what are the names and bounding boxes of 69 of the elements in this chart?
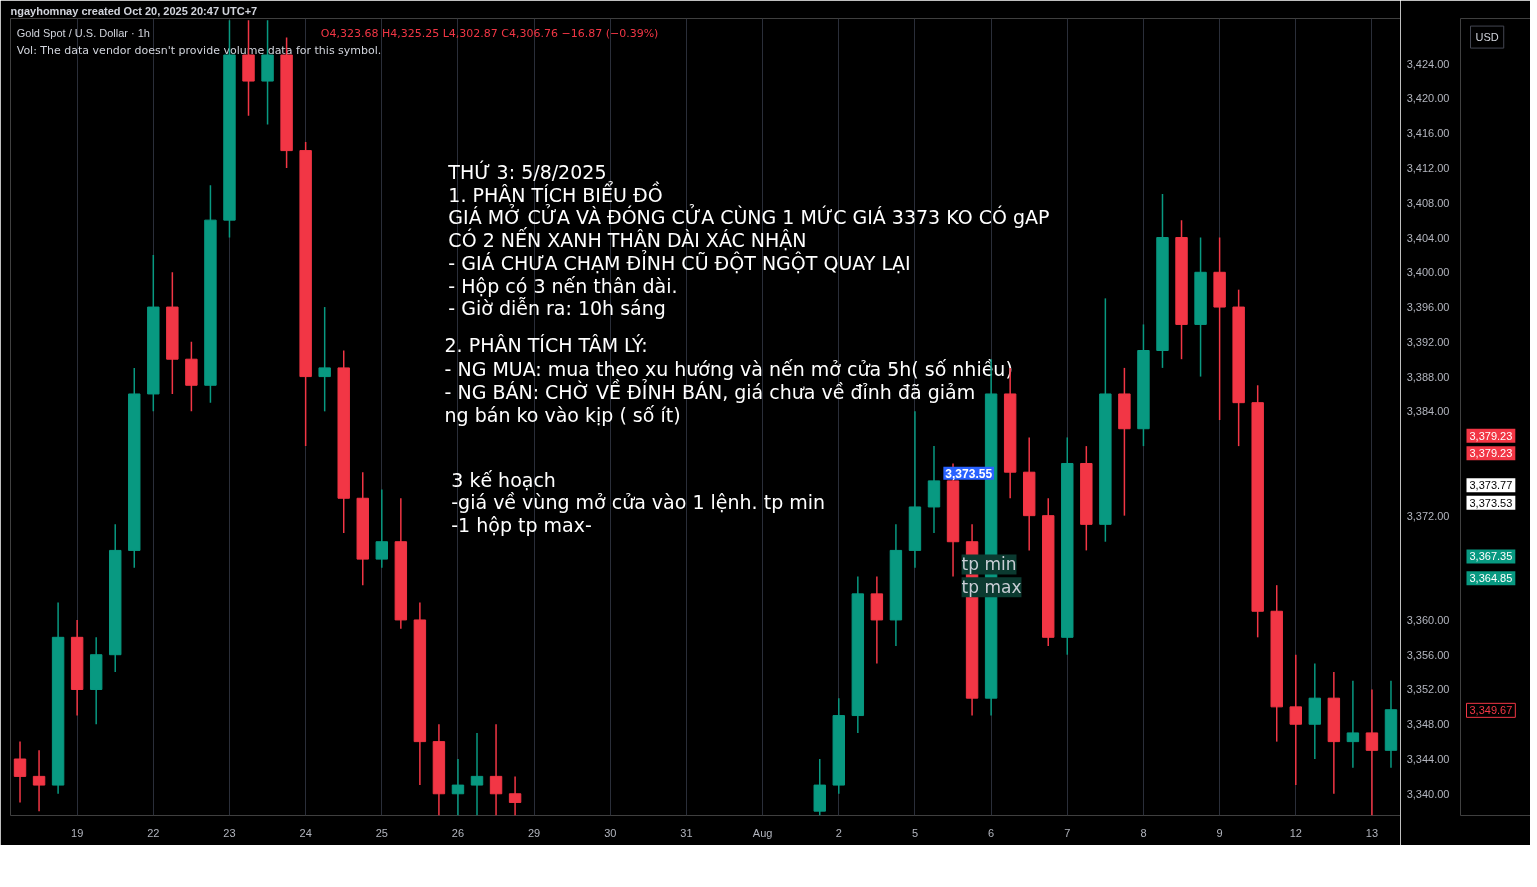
candlestick [470, 732, 484, 816]
y-tick-label: 3,396.00 [1406, 301, 1450, 314]
y-tick-label: 3,408.00 [1406, 196, 1450, 209]
y-tick-label: 3,400.00 [1406, 266, 1450, 279]
annotation: tp min [961, 554, 1017, 575]
y-tick-label: 3,420.00 [1406, 92, 1450, 105]
annotation: O4,323.68 H4,325.25 L4,302.87 C4,306.76 −16.87 (−0.39%) [320, 26, 659, 40]
y-tick-label: 3,356.00 [1406, 648, 1450, 661]
x-tick-label: 30 [604, 826, 617, 839]
candlestick [375, 488, 389, 569]
candlestick [13, 740, 27, 804]
y-tick-label: 3,392.00 [1406, 335, 1450, 348]
x-tick-label: 9 [1216, 826, 1223, 839]
y-tick-label: 3,344.00 [1406, 753, 1450, 766]
y-tick-label: 3,372.00 [1406, 509, 1450, 522]
x-tick-label: Aug [752, 826, 773, 839]
y-tick-label: 3,412.00 [1406, 161, 1450, 174]
y-tick-label: 3,384.00 [1406, 405, 1450, 418]
annotation: 3 kế hoạch [451, 468, 556, 491]
y-tick-label: 3,388.00 [1406, 370, 1450, 383]
candlestick [1346, 680, 1360, 769]
y-tick-label: 3,340.00 [1406, 787, 1450, 800]
x-tick-label: 19 [71, 826, 84, 839]
x-tick-label: 6 [988, 826, 995, 839]
annotation: - Hộp có 3 nến thân dài. [448, 274, 678, 297]
y-tick-label: 3,404.00 [1406, 231, 1450, 244]
text: USD [1475, 31, 1499, 44]
x-tick-label: 23 [223, 826, 236, 839]
x-tick-label: 22 [147, 826, 160, 839]
candlestick [508, 775, 522, 816]
text: 3,367.35 [1469, 550, 1513, 563]
annotation: 2. PHÂN TÍCH TÂM LÝ: [444, 334, 648, 357]
x-tick-label: 31 [680, 826, 693, 839]
candlestick [32, 749, 46, 812]
x-tick-label: 8 [1140, 826, 1147, 839]
x-tick-label: 26 [451, 826, 465, 839]
y-tick-label: 3,424.00 [1406, 57, 1450, 70]
x-tick-label: 12 [1289, 826, 1302, 839]
x-tick-label: 29 [528, 826, 541, 839]
annotation: -giá về vùng mở cửa vào 1 lệnh. tp min [451, 491, 826, 514]
text: 3,379.23 [1469, 429, 1513, 442]
candlestick [1289, 653, 1302, 786]
text: 3,373.77 [1469, 479, 1513, 492]
candlestick [451, 758, 465, 816]
text: Gold Spot / U.S. Dollar · 1h [16, 26, 150, 39]
annotation: - Giờ diễn ra: 10h sáng [448, 297, 666, 320]
y-tick-label: 3,360.00 [1406, 613, 1450, 626]
x-tick-label: 5 [911, 826, 919, 839]
annotation: -1 hộp tp max- [451, 514, 592, 537]
annotation: THỨ 3: 5/8/2025 [447, 160, 607, 183]
text: ngayhomnay created Oct 20, 2025 20:47 UTC+7 [10, 4, 258, 17]
x-tick-label: 2 [835, 826, 842, 839]
x-tick-label: 13 [1365, 826, 1379, 839]
text: 3,349.67 [1469, 704, 1513, 717]
annotation: 3,373.55 [945, 466, 993, 481]
text: 3,379.23 [1469, 447, 1513, 460]
y-tick-label: 3,416.00 [1406, 127, 1450, 140]
x-tick-label: 7 [1064, 826, 1071, 839]
y-tick-label: 3,348.00 [1406, 718, 1450, 731]
x-tick-label: 24 [299, 826, 312, 839]
candlestick [1365, 688, 1379, 816]
candlestick [489, 723, 503, 816]
annotation: ng bán ko vào kịp ( số ít) [444, 403, 681, 426]
annotation: tp max [961, 577, 1022, 598]
text: 3,373.53 [1469, 496, 1513, 509]
text: 3,364.85 [1469, 572, 1513, 585]
candlestick [318, 306, 331, 413]
y-tick-label: 3,352.00 [1406, 683, 1450, 696]
x-tick-label: 25 [375, 826, 388, 839]
